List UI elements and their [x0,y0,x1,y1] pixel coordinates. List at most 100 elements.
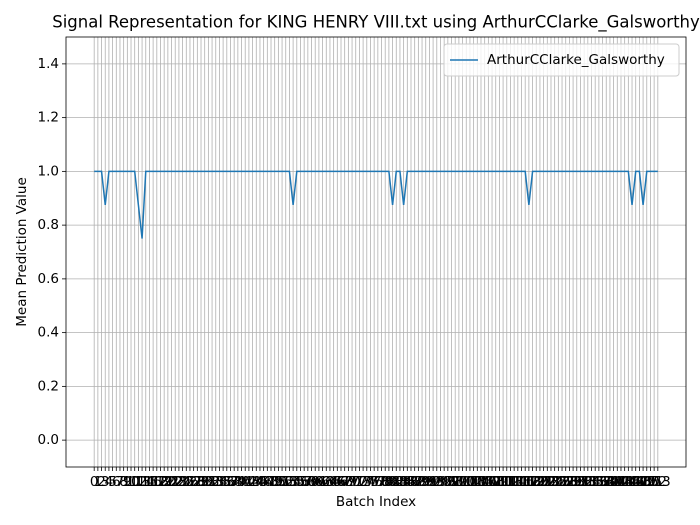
x-tick-label: 117 [512,474,538,490]
x-tick-label: 146 [619,474,645,490]
x-tick-label: 13 [133,474,150,490]
y-tick-label: 0.6 [38,271,59,287]
x-tick-label: 108 [479,474,505,490]
x-tick-label: 35 [215,474,232,490]
x-tick-label: 100 [450,474,476,490]
x-tick-label: 91 [421,474,438,490]
x-tick-label: 76 [366,474,383,490]
x-tick-label: 112 [494,474,520,490]
x-tick-label: 52 [277,474,294,490]
x-tick-label: 1 [94,474,103,490]
x-tick-label: 20 [159,474,176,490]
x-tick-label: 10 [122,474,139,490]
x-tick-label: 94 [432,474,449,490]
x-tick-label: 115 [505,474,531,490]
x-tick-label: 46 [255,474,272,490]
x-tick-label: 73 [355,474,372,490]
x-tick-label: 64 [321,474,338,490]
x-tick-label: 135 [579,474,605,490]
x-tick-label: 32 [203,474,220,490]
x-tick-label: 51 [273,474,290,490]
x-tick-label: 82 [388,474,405,490]
x-tick-label: 107 [475,474,501,490]
x-tick-label: 90 [417,474,434,490]
x-tick-label: 21 [163,474,180,490]
x-axis-label: Batch Index [336,494,416,510]
x-tick-label: 62 [314,474,331,490]
x-tick-label: 36 [218,474,235,490]
x-tick-label: 58 [299,474,316,490]
x-tick-label: 56 [292,474,309,490]
plot-frame [65,36,687,468]
x-tick-label: 119 [520,474,546,490]
x-tick-label: 89 [413,474,430,490]
x-tick-label: 109 [483,474,509,490]
x-tick-label: 81 [384,474,401,490]
y-tick-label: 1.2 [38,110,59,126]
x-tick-label: 23 [170,474,187,490]
x-tick-label: 25 [178,474,195,490]
x-tick-label: 78 [373,474,390,490]
x-tick-label: 72 [351,474,368,490]
x-tick-label: 101 [453,474,479,490]
x-tick-label: 41 [237,474,254,490]
x-tick-label: 77 [369,474,386,490]
x-tick-label: 92 [425,474,442,490]
y-tick-label: 0.2 [38,378,59,394]
x-tick-label: 88 [410,474,427,490]
x-tick-label: 93 [428,474,445,490]
x-tick-label: 3 [101,474,110,490]
x-tick-label: 103 [461,474,487,490]
x-tick-label: 86 [402,474,419,490]
x-tick-label: 71 [347,474,364,490]
x-tick-label: 26 [181,474,198,490]
x-tick-label: 61 [310,474,327,490]
x-tick-label: 134 [575,474,601,490]
x-tick-label: 57 [296,474,313,490]
x-tick-label: 29 [192,474,209,490]
x-tick-label: 24 [174,474,191,490]
x-tick-label: 0 [90,474,99,490]
x-tick-label: 141 [601,474,627,490]
x-tick-label: 48 [262,474,279,490]
x-tick-label: 53 [281,474,298,490]
x-tick-label: 16 [145,474,162,490]
x-tick-label: 80 [380,474,397,490]
x-tick-label: 116 [509,474,535,490]
x-tick-label: 105 [468,474,494,490]
x-tick-label: 133 [571,474,597,490]
x-tick-label: 136 [582,474,608,490]
x-tick-label: 122 [531,474,557,490]
x-tick-label: 150 [634,474,660,490]
x-tick-label: 121 [527,474,553,490]
x-tick-label: 12 [130,474,147,490]
x-tick-label: 143 [608,474,634,490]
x-tick-label: 104 [464,474,490,490]
y-tick-label: 0.8 [38,217,59,233]
x-tick-label: 69 [340,474,357,490]
x-tick-label: 22 [167,474,184,490]
x-tick-label: 99 [450,474,467,490]
x-tick-label: 87 [406,474,423,490]
x-tick-label: 110 [487,474,513,490]
x-tick-label: 138 [590,474,616,490]
x-tick-label: 96 [439,474,456,490]
x-tick-label: 60 [307,474,324,490]
x-tick-label: 144 [612,474,638,490]
x-tick-label: 42 [240,474,257,490]
x-tick-label: 15 [141,474,158,490]
x-tick-label: 111 [490,474,516,490]
x-tick-label: 68 [336,474,353,490]
x-tick-label: 128 [553,474,579,490]
x-tick-label: 38 [226,474,243,490]
x-tick-label: 55 [288,474,305,490]
x-tick-label: 45 [251,474,268,490]
x-tick-label: 28 [189,474,206,490]
y-tick-label: 0.4 [38,325,59,341]
x-tick-label: 129 [557,474,583,490]
x-tick-label: 149 [630,474,656,490]
x-tick-label: 127 [549,474,575,490]
x-tick-label: 113 [498,474,524,490]
x-tick-label: 102 [457,474,483,490]
